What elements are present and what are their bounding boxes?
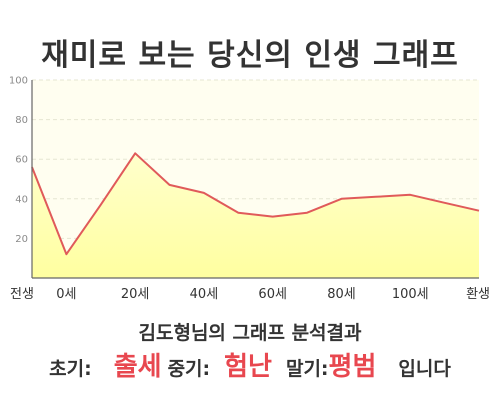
axes	[31, 80, 479, 279]
y-tick-label: 100	[9, 76, 28, 87]
x-tick-label: 80세	[327, 287, 356, 302]
x-tick-label: 100세	[392, 287, 429, 302]
x-tick-label: 0세	[56, 287, 76, 302]
x-tick-label: 환생	[466, 287, 490, 302]
y-tick-label: 60	[15, 155, 28, 166]
y-tick-label: 40	[15, 194, 28, 205]
x-tick-label: 60세	[258, 287, 287, 302]
early-label: 초기:	[49, 358, 92, 380]
y-tick-label: 20	[15, 234, 28, 245]
late-value: 평범	[328, 352, 377, 382]
mid-label: 중기:	[167, 358, 211, 380]
x-tick-labels: 전생 0세 20세 40세 60세 80세 100세 환생	[10, 287, 490, 302]
x-tick-label: 40세	[190, 287, 219, 302]
y-tick-labels: 20 40 60 80 100	[9, 76, 28, 245]
analysis-subtitle: 김도형님의 그래프 분석결과	[138, 322, 362, 344]
analysis-result: 초기: 출세 중기: 험난 말기:평범 입니다	[0, 346, 500, 383]
y-tick-label: 80	[15, 115, 28, 126]
chart-title: 재미로 보는 당신의 인생 그래프	[41, 38, 459, 73]
late-label: 말기:	[285, 358, 329, 380]
series-line	[31, 152, 480, 256]
x-tick-label: 전생	[10, 287, 34, 302]
life-graph-chart: 20 40 60 80 100 전생 0세 20세 40세 60세 80세 100세 환생	[9, 76, 490, 303]
mid-value: 험난	[224, 352, 272, 382]
x-tick-label: 20세	[121, 287, 150, 302]
result-suffix: 입니다	[398, 358, 451, 380]
early-value: 출세	[113, 352, 162, 382]
